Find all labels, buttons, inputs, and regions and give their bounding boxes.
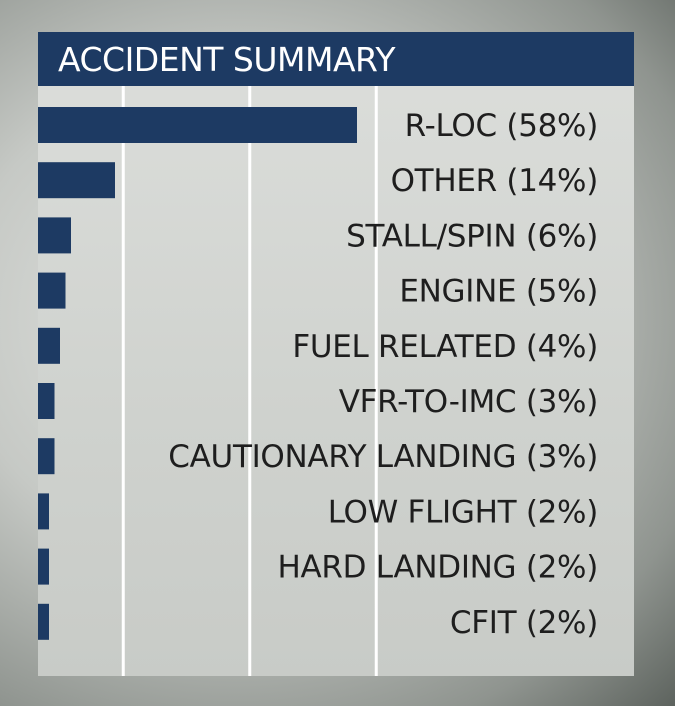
category-label-3: STALL/SPIN (6%) bbox=[346, 218, 598, 254]
bar-3 bbox=[38, 217, 71, 254]
category-label-6: VFR-TO-IMC (3%) bbox=[339, 384, 598, 420]
category-label-5: FUEL RELATED (4%) bbox=[292, 329, 598, 365]
category-label-9: HARD LANDING (2%) bbox=[277, 550, 598, 586]
bar-9 bbox=[38, 548, 49, 585]
bars bbox=[38, 107, 357, 640]
title-bar: ACCIDENT SUMMARY bbox=[38, 32, 634, 86]
bar-2 bbox=[38, 162, 115, 199]
category-label-10: CFIT (2%) bbox=[450, 605, 598, 641]
category-labels: R-LOC (58%) OTHER (14%) STALL/SPIN (6%) ENG… bbox=[168, 108, 598, 641]
chart-title: ACCIDENT SUMMARY bbox=[58, 40, 396, 79]
category-label-4: ENGINE (5%) bbox=[399, 274, 598, 310]
category-label-7: CAUTIONARY LANDING (3%) bbox=[168, 439, 598, 475]
category-label-1: R-LOC (58%) bbox=[405, 108, 598, 144]
bar-10 bbox=[38, 603, 49, 640]
bar-4 bbox=[38, 272, 66, 309]
bar-8 bbox=[38, 493, 49, 530]
category-label-2: OTHER (14%) bbox=[391, 163, 598, 199]
bar-5 bbox=[38, 327, 60, 364]
category-label-8: LOW FLIGHT (2%) bbox=[328, 494, 598, 530]
bar-7 bbox=[38, 438, 55, 475]
bar-6 bbox=[38, 383, 55, 419]
grid-lines bbox=[121, 86, 378, 676]
bar-1 bbox=[38, 107, 357, 143]
